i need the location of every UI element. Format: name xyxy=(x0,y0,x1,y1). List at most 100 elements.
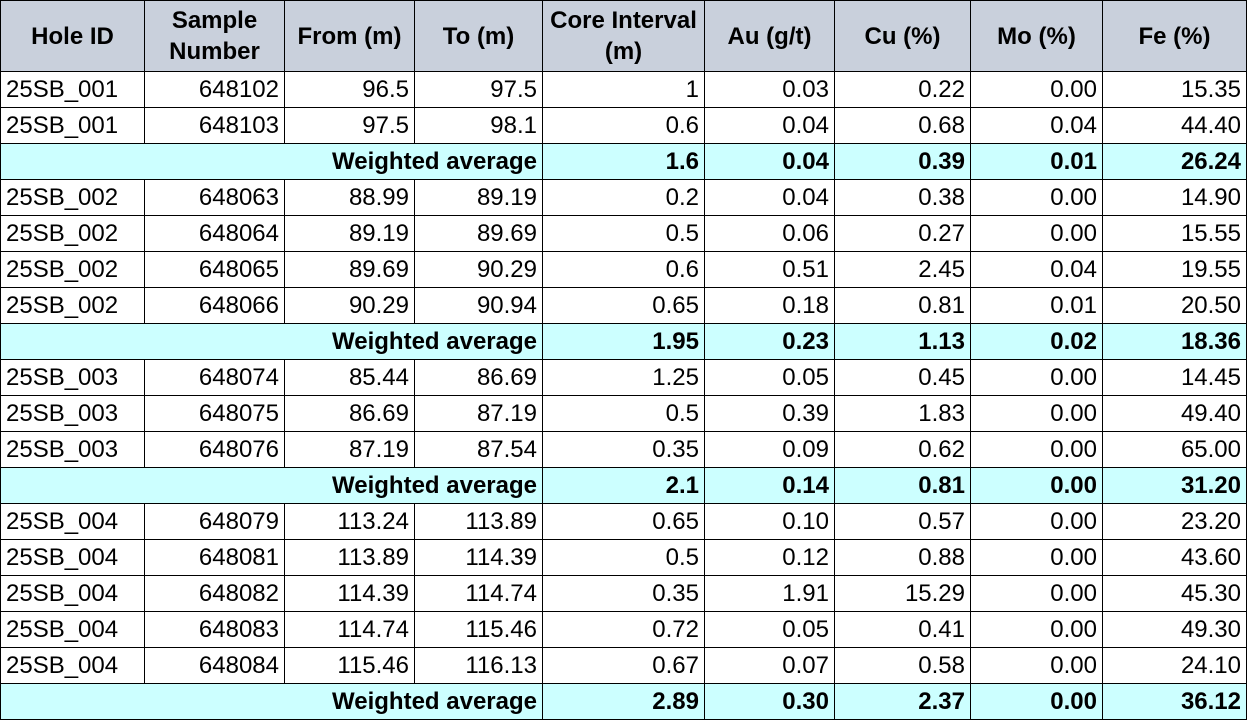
cell-core-interval: 0.5 xyxy=(542,539,705,576)
header-au: Au (g/t) xyxy=(704,0,835,72)
cell-sample-number: 648076 xyxy=(144,431,285,468)
cell-fe: 15.35 xyxy=(1102,71,1247,108)
table-row: 25SB_003 648074 85.44 86.69 1.25 0.05 0.45 0.00… xyxy=(0,359,1247,396)
avg-cell-au: 0.30 xyxy=(704,683,835,720)
cell-from: 85.44 xyxy=(284,359,415,396)
avg-cell-mo: 0.00 xyxy=(970,467,1103,504)
cell-cu: 0.58 xyxy=(834,647,971,684)
cell-to: 98.1 xyxy=(414,107,543,144)
cell-sample-number: 648063 xyxy=(144,179,285,216)
cell-hole-id: 25SB_004 xyxy=(0,539,145,576)
cell-cu: 0.41 xyxy=(834,611,971,648)
weighted-average-label: Weighted average xyxy=(0,143,543,180)
cell-cu: 0.68 xyxy=(834,107,971,144)
cell-mo: 0.00 xyxy=(970,611,1103,648)
cell-core-interval: 0.6 xyxy=(542,251,705,288)
weighted-average-row: Weighted average 1.95 0.23 1.13 0.02 18.36 xyxy=(0,323,1247,360)
avg-cell-fe: 26.24 xyxy=(1102,143,1247,180)
avg-cell-mo: 0.00 xyxy=(970,683,1103,720)
cell-au: 0.04 xyxy=(704,179,835,216)
cell-core-interval: 0.72 xyxy=(542,611,705,648)
cell-au: 0.04 xyxy=(704,107,835,144)
cell-from: 88.99 xyxy=(284,179,415,216)
cell-mo: 0.00 xyxy=(970,647,1103,684)
cell-cu: 15.29 xyxy=(834,575,971,612)
cell-mo: 0.04 xyxy=(970,251,1103,288)
cell-mo: 0.00 xyxy=(970,71,1103,108)
cell-core-interval: 0.5 xyxy=(542,215,705,252)
table-row: 25SB_004 648079 113.24 113.89 0.65 0.10 0.57 0.… xyxy=(0,503,1247,540)
avg-cell-core-interval: 1.6 xyxy=(542,143,705,180)
cell-sample-number: 648074 xyxy=(144,359,285,396)
table-row: 25SB_003 648076 87.19 87.54 0.35 0.09 0.62 0.00… xyxy=(0,431,1247,468)
cell-from: 86.69 xyxy=(284,395,415,432)
cell-to: 115.46 xyxy=(414,611,543,648)
weighted-average-label: Weighted average xyxy=(0,467,543,504)
avg-cell-cu: 0.81 xyxy=(834,467,971,504)
cell-cu: 0.57 xyxy=(834,503,971,540)
cell-fe: 19.55 xyxy=(1102,251,1247,288)
cell-au: 0.06 xyxy=(704,215,835,252)
cell-to: 87.54 xyxy=(414,431,543,468)
cell-from: 89.19 xyxy=(284,215,415,252)
cell-hole-id: 25SB_004 xyxy=(0,647,145,684)
avg-cell-fe: 31.20 xyxy=(1102,467,1247,504)
cell-fe: 14.45 xyxy=(1102,359,1247,396)
cell-au: 0.51 xyxy=(704,251,835,288)
table-header: Hole ID Sample Number From (m) To (m) Co… xyxy=(0,0,1247,72)
table-row: 25SB_004 648081 113.89 114.39 0.5 0.12 0.88 0.0… xyxy=(0,539,1247,576)
cell-from: 114.39 xyxy=(284,575,415,612)
cell-au: 0.10 xyxy=(704,503,835,540)
cell-from: 115.46 xyxy=(284,647,415,684)
cell-core-interval: 0.65 xyxy=(542,503,705,540)
cell-fe: 15.55 xyxy=(1102,215,1247,252)
table-row: 25SB_001 648103 97.5 98.1 0.6 0.04 0.68 0.04 44.… xyxy=(0,107,1247,144)
cell-fe: 65.00 xyxy=(1102,431,1247,468)
cell-core-interval: 1.25 xyxy=(542,359,705,396)
cell-to: 89.19 xyxy=(414,179,543,216)
cell-au: 1.91 xyxy=(704,575,835,612)
table-row: 25SB_003 648075 86.69 87.19 0.5 0.39 1.83 0.00 4… xyxy=(0,395,1247,432)
avg-cell-cu: 1.13 xyxy=(834,323,971,360)
cell-to: 97.5 xyxy=(414,71,543,108)
cell-hole-id: 25SB_004 xyxy=(0,575,145,612)
cell-hole-id: 25SB_002 xyxy=(0,179,145,216)
cell-core-interval: 1 xyxy=(542,71,705,108)
cell-core-interval: 0.67 xyxy=(542,647,705,684)
cell-core-interval: 0.5 xyxy=(542,395,705,432)
cell-sample-number: 648066 xyxy=(144,287,285,324)
cell-cu: 0.22 xyxy=(834,71,971,108)
cell-fe: 23.20 xyxy=(1102,503,1247,540)
cell-sample-number: 648103 xyxy=(144,107,285,144)
cell-hole-id: 25SB_002 xyxy=(0,287,145,324)
cell-fe: 44.40 xyxy=(1102,107,1247,144)
cell-to: 113.89 xyxy=(414,503,543,540)
avg-cell-cu: 2.37 xyxy=(834,683,971,720)
cell-to: 114.74 xyxy=(414,575,543,612)
header-to: To (m) xyxy=(414,0,543,72)
cell-au: 0.03 xyxy=(704,71,835,108)
cell-from: 87.19 xyxy=(284,431,415,468)
weighted-average-row: Weighted average 1.6 0.04 0.39 0.01 26.24 xyxy=(0,143,1247,180)
weighted-average-row: Weighted average 2.89 0.30 2.37 0.00 36.12 xyxy=(0,683,1247,720)
weighted-average-label: Weighted average xyxy=(0,683,543,720)
cell-mo: 0.00 xyxy=(970,431,1103,468)
cell-sample-number: 648084 xyxy=(144,647,285,684)
cell-mo: 0.01 xyxy=(970,287,1103,324)
cell-sample-number: 648079 xyxy=(144,503,285,540)
cell-sample-number: 648064 xyxy=(144,215,285,252)
cell-from: 90.29 xyxy=(284,287,415,324)
cell-au: 0.18 xyxy=(704,287,835,324)
header-fe: Fe (%) xyxy=(1102,0,1247,72)
avg-cell-mo: 0.02 xyxy=(970,323,1103,360)
table-row: 25SB_004 648082 114.39 114.74 0.35 1.91 15.29 0… xyxy=(0,575,1247,612)
cell-sample-number: 648082 xyxy=(144,575,285,612)
cell-from: 89.69 xyxy=(284,251,415,288)
avg-cell-core-interval: 2.89 xyxy=(542,683,705,720)
avg-cell-au: 0.14 xyxy=(704,467,835,504)
cell-to: 114.39 xyxy=(414,539,543,576)
header-hole-id: Hole ID xyxy=(0,0,145,72)
header-core-interval: Core Interval (m) xyxy=(542,0,705,72)
cell-core-interval: 0.35 xyxy=(542,431,705,468)
